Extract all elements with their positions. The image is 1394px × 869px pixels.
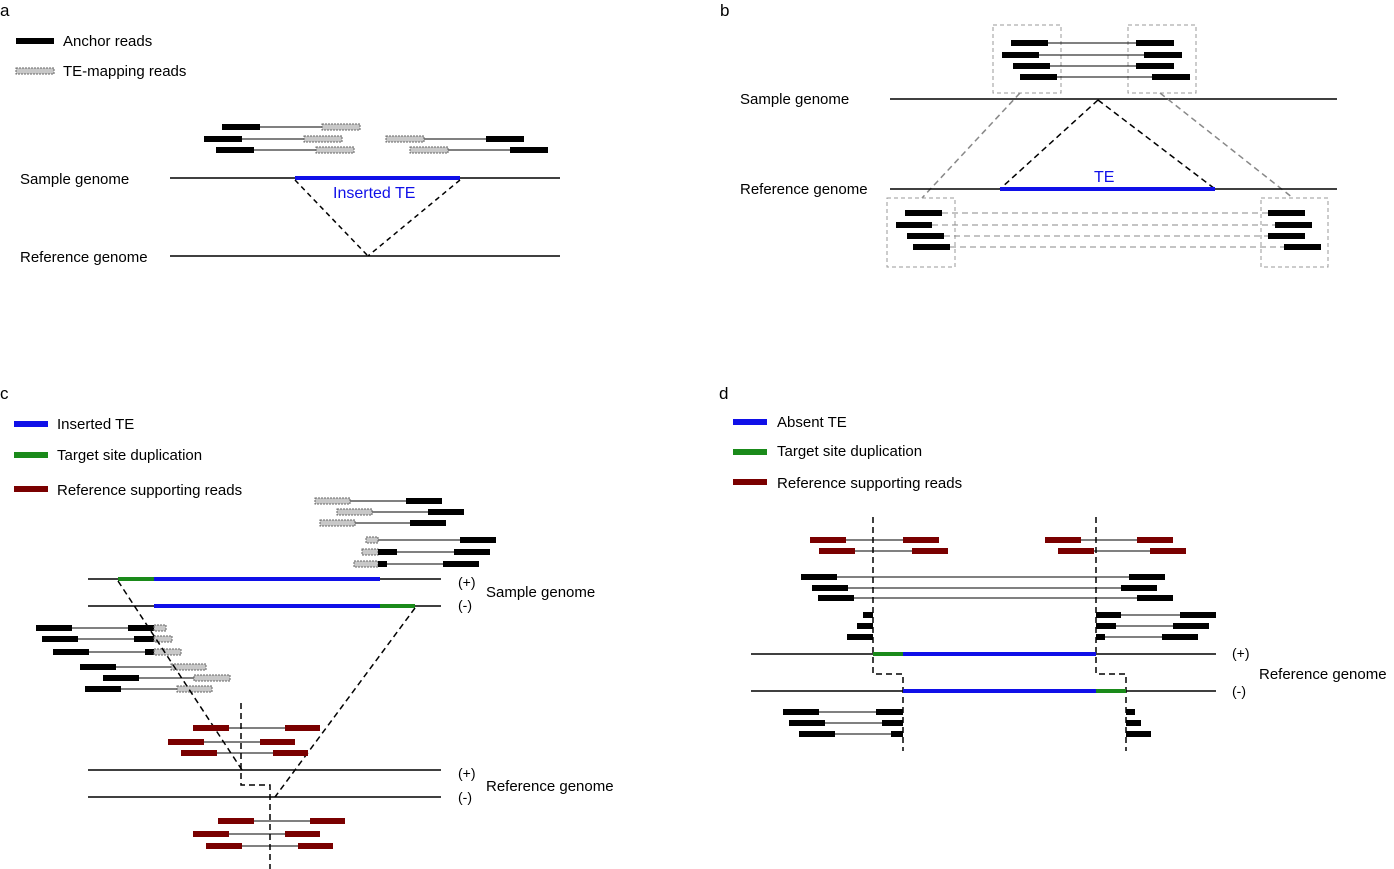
panel-d-minus-label: (-) [1232,683,1246,699]
panel-c-letter: c [0,384,9,403]
legend-target-site-duplication-d: Target site duplication [777,443,922,460]
panel-b-box-connector-left [921,92,1021,199]
panel-b: b Sample genome Reference genome TE [720,1,1337,268]
panel-a-inserted-te-label: Inserted TE [333,185,415,202]
panel-d-letter: d [719,384,728,403]
legend-absent-te: Absent TE [777,414,847,431]
panel-d-split-reads-upper [847,612,1216,640]
panel-b-reference-genome-label: Reference genome [740,181,868,198]
panel-c: c Inserted TE Target site duplication Re… [0,384,614,869]
panel-b-dashed-right [1097,99,1216,190]
panel-d-ref-support-reads [810,537,1186,554]
panel-d-reference-genome-label: Reference genome [1259,666,1387,683]
panel-c-sample-plus-label: (+) [458,574,476,590]
panel-b-letter: b [720,1,729,20]
panel-d: d Absent TE Target site duplication Refe… [719,384,1387,751]
panel-a-letter: a [0,1,10,20]
legend-inserted-te: Inserted TE [57,416,134,433]
panel-c-dashed-guides [117,580,416,869]
panel-d-split-reads-lower [783,709,1151,737]
panel-a-read-pairs-right [385,135,548,154]
panel-c-sample-genome-label: Sample genome [486,584,595,601]
anchor-read-legend-icon [16,38,54,44]
panel-a-sample-genome-label: Sample genome [20,171,129,188]
panel-a-reference-genome-label: Reference genome [20,249,148,266]
panel-c-reference-genome-label: Reference genome [486,778,614,795]
te-mapping-read-legend-icon [15,67,55,75]
legend-reference-supporting-reads: Reference supporting reads [57,482,242,499]
panel-c-sample-minus-label: (-) [458,597,472,613]
panel-c-sample-reads-lower [36,624,231,693]
panel-b-sample-genome-label: Sample genome [740,91,849,108]
panel-b-te-label: TE [1094,169,1114,186]
panel-c-ref-support-reads-top [168,725,320,756]
panel-a-dashed-right [367,179,461,257]
panel-b-top-read-pairs [992,24,1197,94]
panel-d-spanning-read-pairs [801,574,1173,601]
panel-b-box-connector-right [1159,92,1294,199]
panel-d-plus-label: (+) [1232,645,1250,661]
legend-reference-supporting-reads-d: Reference supporting reads [777,475,962,492]
panel-a-read-pairs-left [204,123,361,154]
legend-target-site-duplication: Target site duplication [57,447,202,464]
panel-b-dashed-left [999,99,1099,190]
panel-b-bottom-read-pairs [886,197,1329,268]
legend-anchor-reads: Anchor reads [63,33,152,50]
panel-c-sample-reads-upper [314,497,496,568]
panel-c-ref-plus-label: (+) [458,765,476,781]
panel-c-ref-minus-label: (-) [458,789,472,805]
legend-te-mapping-reads: TE-mapping reads [63,63,186,80]
panel-a: a Anchor reads TE-mapping reads Sample g [0,1,560,266]
panel-c-ref-support-reads-bottom [193,818,345,849]
